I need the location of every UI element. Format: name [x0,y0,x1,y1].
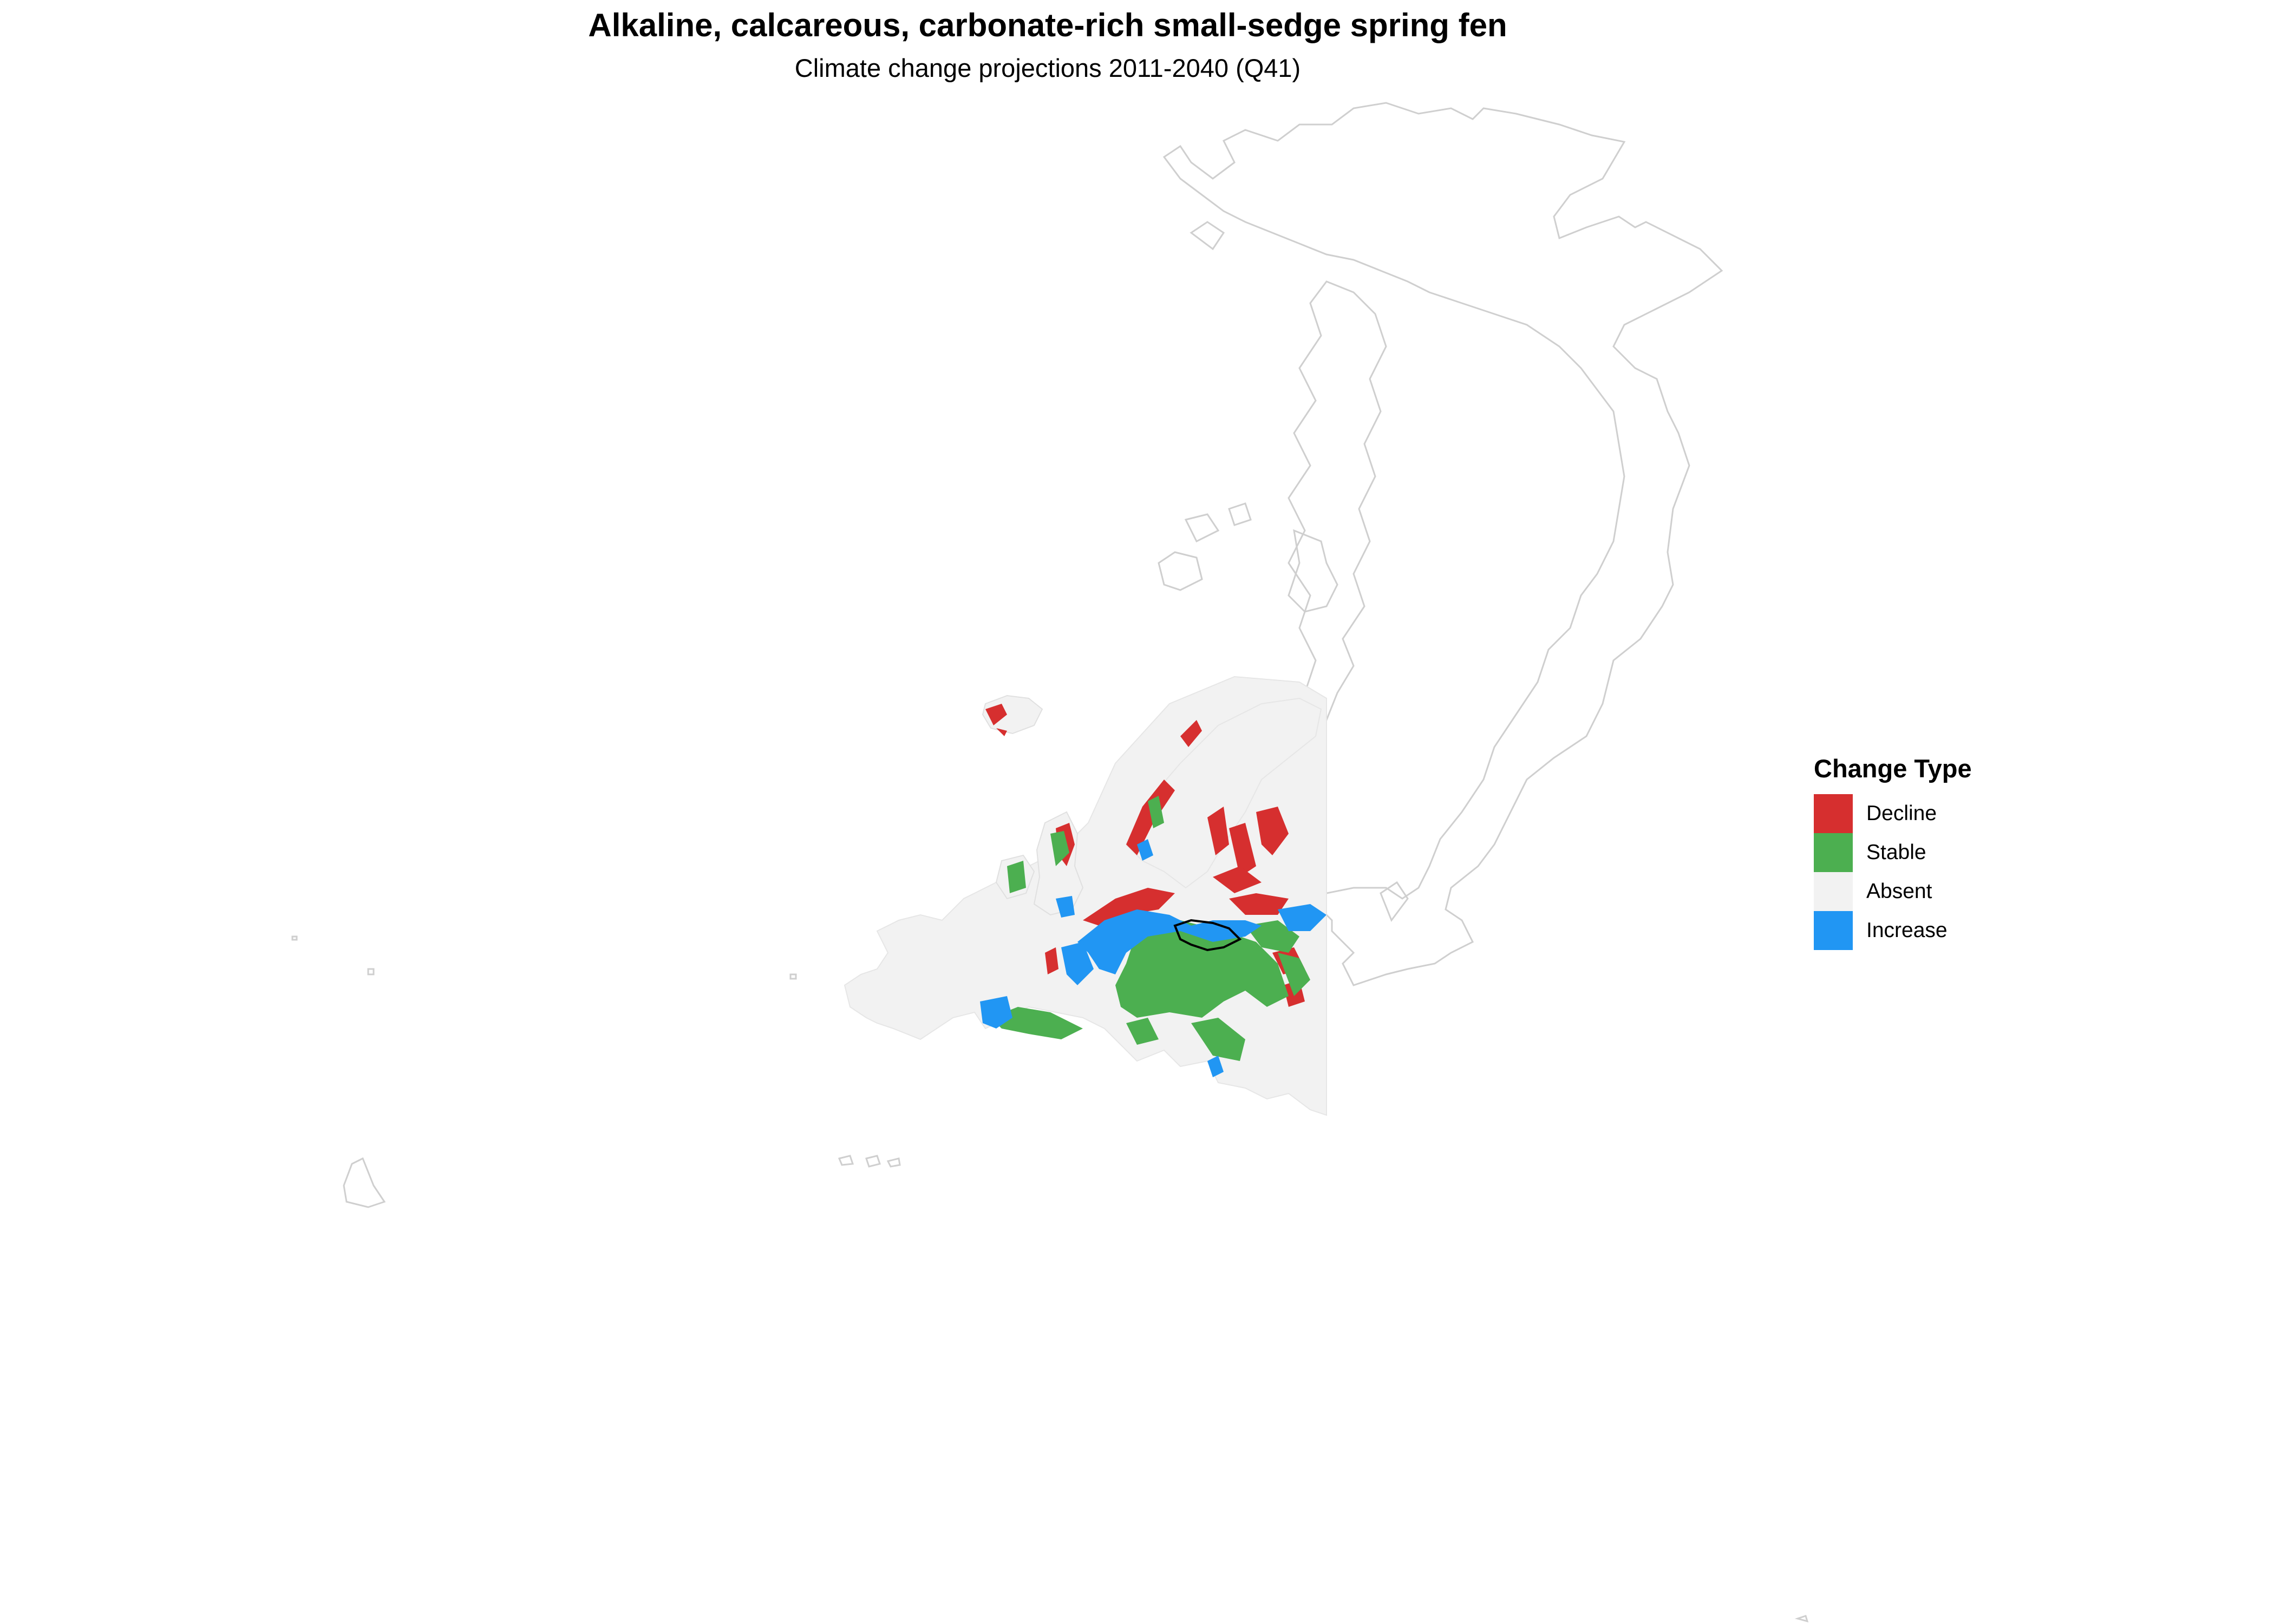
legend-item-decline: Decline [1814,794,1972,833]
highlighted-region-border [1173,919,1242,952]
legend-swatch-stable [1814,833,1853,872]
legend-label-stable: Stable [1866,841,1926,864]
legend-item-increase: Increase [1814,911,1972,950]
coastline-peninsula [1288,529,1338,613]
map-title: Alkaline, calcareous, carbonate-rich sma… [588,7,1507,43]
legend-title: Change Type [1814,754,1972,783]
coastline-siberia-west [1288,280,1387,722]
map-subtitle: Climate change projections 2011-2040 (Q4… [794,54,1301,82]
legend-label-absent: Absent [1866,880,1932,903]
legend-swatch-absent [1814,872,1853,911]
coastline-arctic-islands [1158,221,1409,922]
legend-swatch-decline [1814,794,1853,833]
increase-areas [980,839,1327,1077]
legend: Change Type Decline Stable Absent Increa… [1814,754,1972,950]
scandinavia-landmass [1125,697,1322,889]
legend-label-decline: Decline [1866,802,1937,825]
stable-areas [991,796,1310,1061]
legend-swatch-increase [1814,911,1853,950]
legend-label-increase: Increase [1866,919,1948,942]
legend-item-absent: Absent [1814,872,1972,911]
coastline-east [1162,102,1723,986]
legend-item-stable: Stable [1814,833,1972,872]
atlantic-islands [291,935,1809,1623]
